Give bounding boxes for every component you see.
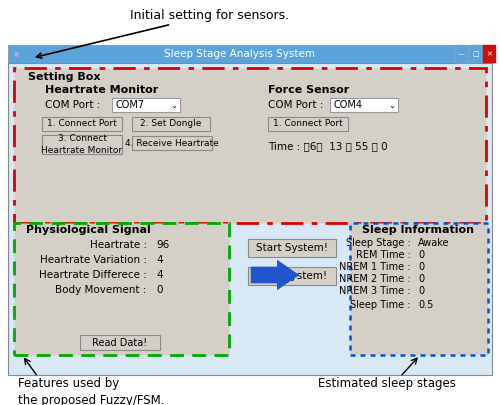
Bar bbox=[42, 117, 122, 131]
Text: Initial setting for sensors.: Initial setting for sensors. bbox=[36, 9, 289, 58]
Text: Heartrate Monitor: Heartrate Monitor bbox=[45, 85, 158, 95]
Text: ⌄: ⌄ bbox=[388, 100, 396, 109]
Bar bbox=[248, 267, 336, 285]
Text: COM7: COM7 bbox=[116, 100, 145, 110]
Text: NREM 3 Time :: NREM 3 Time : bbox=[340, 286, 414, 296]
Text: Sleep Stage Analysis System: Sleep Stage Analysis System bbox=[164, 49, 316, 59]
Text: Force Sensor: Force Sensor bbox=[268, 85, 349, 95]
Text: ✕: ✕ bbox=[486, 51, 492, 57]
Text: Sleep Information: Sleep Information bbox=[362, 225, 474, 235]
Bar bbox=[80, 335, 160, 350]
Text: —: — bbox=[458, 51, 465, 57]
Text: Start System!: Start System! bbox=[256, 243, 328, 253]
Text: COM Port :: COM Port : bbox=[268, 100, 326, 110]
Text: 2. Set Dongle: 2. Set Dongle bbox=[140, 119, 202, 128]
Bar bbox=[330, 98, 398, 112]
Text: 1. Connect Port: 1. Connect Port bbox=[47, 119, 117, 128]
Text: 0: 0 bbox=[156, 285, 162, 295]
Text: Features used by
the proposed Fuzzy/FSM.: Features used by the proposed Fuzzy/FSM. bbox=[18, 377, 165, 405]
Text: COM Port :: COM Port : bbox=[45, 100, 104, 110]
Text: 0: 0 bbox=[418, 286, 424, 296]
Bar bbox=[132, 117, 210, 131]
Bar bbox=[483, 45, 496, 63]
Text: REM Time :: REM Time : bbox=[356, 250, 414, 260]
Text: Heartrate Differece :: Heartrate Differece : bbox=[39, 270, 150, 280]
Text: 4. Receive Heartrate: 4. Receive Heartrate bbox=[125, 139, 219, 147]
Text: 4: 4 bbox=[156, 270, 162, 280]
Bar bbox=[132, 136, 212, 150]
Text: Stop System!: Stop System! bbox=[257, 271, 327, 281]
Text: Body Movement :: Body Movement : bbox=[56, 285, 150, 295]
Bar bbox=[268, 117, 348, 131]
Bar bbox=[112, 98, 180, 112]
Text: 96: 96 bbox=[156, 240, 169, 250]
Text: □: □ bbox=[472, 51, 479, 57]
Text: 3. Connect
Heartrate Monitor: 3. Connect Heartrate Monitor bbox=[42, 134, 122, 155]
Text: ■: ■ bbox=[14, 51, 19, 57]
Bar bbox=[14, 223, 229, 355]
Bar bbox=[350, 223, 488, 355]
FancyArrowPatch shape bbox=[251, 260, 299, 290]
Text: Physiological Signal: Physiological Signal bbox=[26, 225, 151, 235]
Text: NREM 2 Time :: NREM 2 Time : bbox=[339, 274, 414, 284]
Bar bbox=[469, 45, 482, 63]
Text: Awake: Awake bbox=[418, 238, 450, 248]
Text: Heartrate Variation :: Heartrate Variation : bbox=[40, 255, 150, 265]
Text: 4: 4 bbox=[156, 255, 162, 265]
Text: 0: 0 bbox=[418, 250, 424, 260]
Bar bbox=[42, 135, 122, 154]
Text: Read Data!: Read Data! bbox=[92, 337, 148, 347]
Text: 1. Connect Port: 1. Connect Port bbox=[273, 119, 343, 128]
Text: COM4: COM4 bbox=[334, 100, 363, 110]
Bar bbox=[14, 68, 486, 223]
Bar bbox=[248, 239, 336, 257]
Text: Sleep Stage :: Sleep Stage : bbox=[346, 238, 414, 248]
Text: Heartrate :: Heartrate : bbox=[90, 240, 150, 250]
Text: Time : ふ6日  13 ： 55 ： 0: Time : ふ6日 13 ： 55 ： 0 bbox=[268, 141, 388, 151]
Text: 0: 0 bbox=[418, 262, 424, 272]
Bar bbox=[8, 63, 492, 375]
Bar bbox=[8, 45, 492, 63]
Bar bbox=[455, 45, 468, 63]
Text: Sleep Time :: Sleep Time : bbox=[350, 300, 414, 310]
Text: Setting Box: Setting Box bbox=[28, 72, 101, 82]
Text: 0: 0 bbox=[418, 274, 424, 284]
Text: 0.5: 0.5 bbox=[418, 300, 434, 310]
Text: Estimated sleep stages: Estimated sleep stages bbox=[318, 377, 456, 390]
Text: ⌄: ⌄ bbox=[170, 100, 177, 109]
Text: NREM 1 Time :: NREM 1 Time : bbox=[340, 262, 414, 272]
